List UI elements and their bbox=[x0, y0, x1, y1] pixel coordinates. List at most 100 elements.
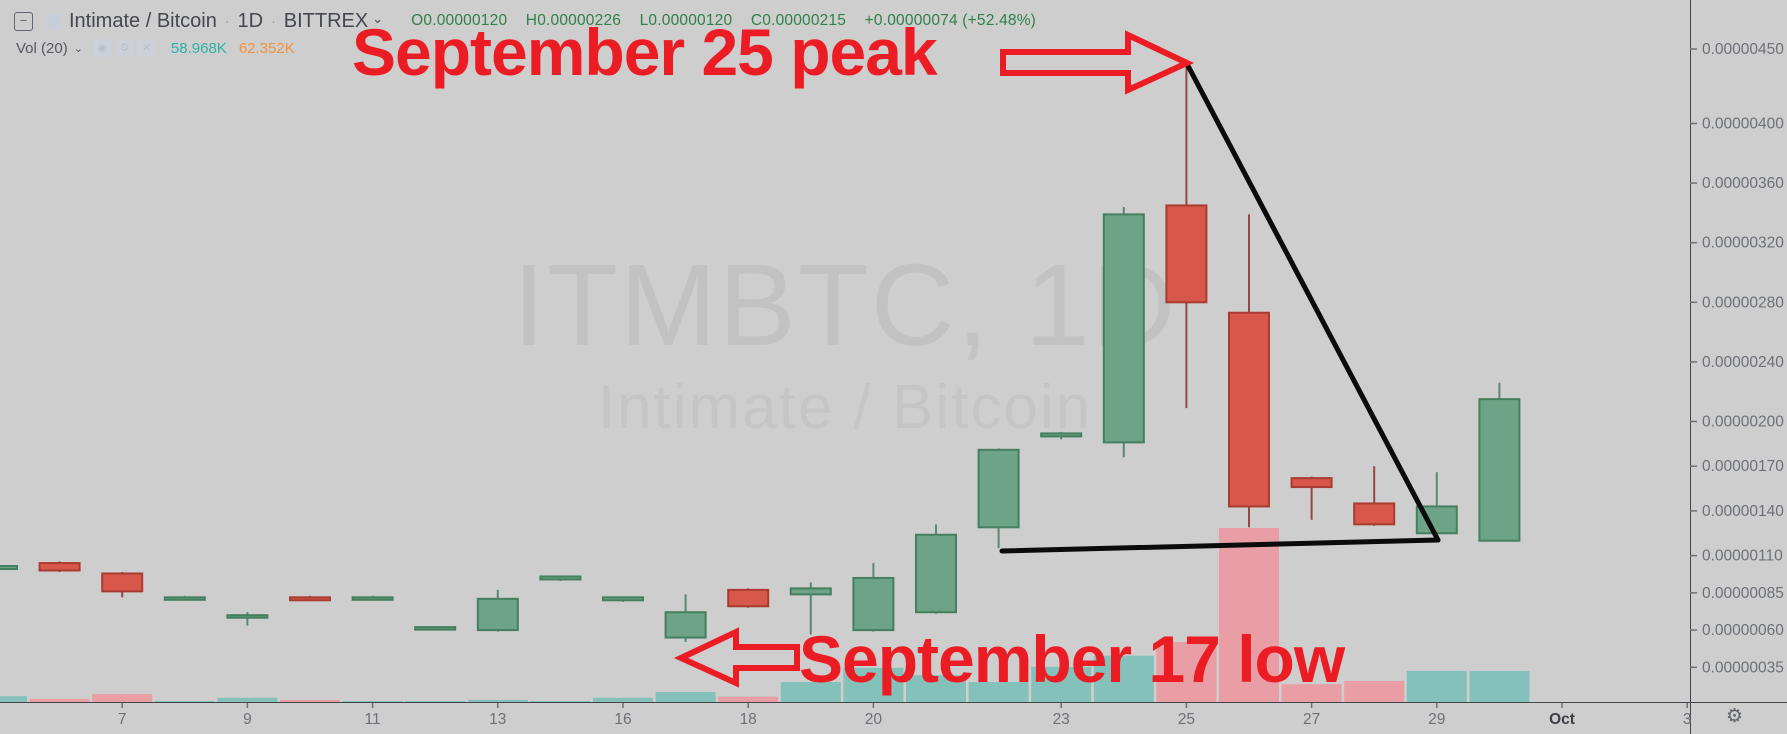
trendline-drawing[interactable] bbox=[1183, 59, 1441, 543]
volume-bar bbox=[154, 700, 215, 702]
time-tick-label: 3 bbox=[1683, 711, 1692, 728]
volume-bar bbox=[92, 694, 153, 702]
volume-bar bbox=[968, 682, 1029, 702]
trendline-drawing[interactable] bbox=[999, 537, 1441, 554]
ohlc-change: +0.00000074 (+52.48%) bbox=[864, 12, 1037, 29]
candle-body bbox=[414, 626, 457, 631]
time-tick-label: 9 bbox=[243, 711, 252, 728]
price-tick-label: 0.00000110 bbox=[1702, 548, 1783, 565]
candle-body bbox=[1290, 477, 1333, 489]
candle-body bbox=[977, 448, 1020, 529]
candle-body bbox=[1228, 311, 1270, 508]
candle-body bbox=[163, 596, 206, 601]
time-tick-label: Oct bbox=[1549, 711, 1575, 728]
price-tick-label: 0.00000450 bbox=[1702, 41, 1784, 58]
candle-body bbox=[0, 565, 18, 571]
candle-body bbox=[1102, 213, 1145, 444]
candle-body bbox=[101, 572, 144, 593]
axis-settings-gear-icon[interactable]: ⚙ bbox=[1726, 706, 1744, 727]
time-tick-label: 18 bbox=[740, 711, 757, 728]
ohlc-readout: O0.00000120 H0.00000226 L0.00000120 C0.0… bbox=[411, 12, 1050, 30]
watermark-symbol: ITMBTC, 1D bbox=[512, 240, 1178, 370]
symbol-color-swatch bbox=[46, 13, 61, 29]
annotation-low-label: September 17 low bbox=[799, 622, 1345, 696]
price-tick-label: 0.00000170 bbox=[1702, 458, 1784, 475]
price-tick-label: 0.00000140 bbox=[1702, 503, 1784, 520]
price-tick-label: 0.00000060 bbox=[1702, 622, 1784, 639]
candle-body bbox=[351, 596, 394, 601]
candle-body bbox=[1040, 432, 1083, 438]
candle-body bbox=[1353, 502, 1396, 526]
interval-selector[interactable]: 1D bbox=[237, 9, 264, 32]
time-tick-label: 16 bbox=[614, 711, 631, 728]
candle-body bbox=[852, 576, 895, 632]
candle-body bbox=[602, 596, 644, 602]
volume-bar bbox=[0, 696, 27, 702]
candle-body bbox=[1478, 398, 1521, 542]
separator-dot: · bbox=[271, 13, 276, 29]
time-tick-label: 29 bbox=[1428, 711, 1445, 728]
volume-bar bbox=[1281, 684, 1342, 702]
chevron-down-icon[interactable]: ⌄ bbox=[73, 42, 83, 55]
volume-bar bbox=[1031, 666, 1092, 702]
volume-current-value: 58.968K bbox=[170, 39, 227, 57]
arrow-right-icon bbox=[1000, 30, 1195, 95]
time-tick-label: 25 bbox=[1178, 711, 1195, 728]
price-tick-label: 0.00000200 bbox=[1702, 414, 1784, 431]
symbol-title[interactable]: Intimate / Bitcoin bbox=[69, 9, 217, 32]
candle-body bbox=[539, 575, 582, 581]
chevron-down-icon[interactable]: ⌄ bbox=[372, 11, 384, 26]
candle-body bbox=[1165, 204, 1208, 304]
price-tick-label: 0.00000035 bbox=[1702, 659, 1784, 676]
volume-bar bbox=[29, 698, 90, 702]
volume-bar bbox=[718, 696, 779, 702]
volume-bar bbox=[593, 697, 653, 702]
candle-body bbox=[289, 596, 331, 602]
separator-dot: · bbox=[224, 13, 230, 29]
volume-bar bbox=[405, 700, 466, 702]
volume-bar bbox=[467, 699, 528, 702]
ohlc-low: L0.00000120 bbox=[639, 12, 733, 29]
volume-bar bbox=[1219, 528, 1279, 702]
volume-bar bbox=[280, 699, 340, 702]
candle-body bbox=[727, 588, 770, 608]
arrow-left-icon bbox=[673, 627, 800, 688]
time-tick-label: 13 bbox=[489, 711, 506, 728]
volume-bar bbox=[1156, 642, 1217, 702]
volume-bar bbox=[843, 667, 904, 702]
time-tick-label: 23 bbox=[1053, 711, 1070, 728]
annotation-peak-label: September 25 peak bbox=[352, 15, 938, 89]
gear-icon[interactable]: ⚙ bbox=[114, 39, 134, 57]
ohlc-close: C0.00000215 bbox=[750, 12, 847, 29]
eye-icon[interactable]: ◉ bbox=[92, 39, 112, 57]
price-tick-label: 0.00000320 bbox=[1702, 235, 1784, 252]
time-tick-label: 27 bbox=[1303, 711, 1320, 728]
candle-body bbox=[915, 533, 957, 614]
candle-body bbox=[476, 597, 519, 632]
volume-ma-value: 62.352K bbox=[238, 39, 295, 57]
volume-bar bbox=[1406, 670, 1467, 702]
price-tick-label: 0.00000280 bbox=[1702, 294, 1784, 311]
close-icon[interactable]: ✕ bbox=[136, 39, 156, 57]
volume-bar bbox=[217, 697, 278, 702]
time-tick-label: 7 bbox=[118, 711, 127, 728]
volume-bar bbox=[1344, 680, 1405, 702]
exchange-selector[interactable]: BITTREX bbox=[283, 9, 369, 32]
price-tick-label: 0.00000400 bbox=[1702, 116, 1784, 133]
candle-body bbox=[38, 562, 81, 572]
price-tick-label: 0.00000240 bbox=[1702, 354, 1784, 371]
volume-bar bbox=[342, 700, 403, 702]
candle-body bbox=[789, 587, 832, 596]
volume-bar bbox=[1093, 655, 1154, 702]
time-tick-label: 11 bbox=[365, 711, 381, 728]
candle-body bbox=[664, 611, 707, 639]
collapse-panel-button[interactable]: − bbox=[14, 11, 33, 31]
volume-bar bbox=[1469, 671, 1530, 702]
price-tick-label: 0.00000085 bbox=[1702, 585, 1784, 602]
volume-bar bbox=[906, 675, 966, 702]
volume-indicator-label[interactable]: Vol (20) bbox=[16, 39, 68, 57]
volume-bar bbox=[530, 700, 591, 702]
candle-body bbox=[226, 614, 269, 619]
